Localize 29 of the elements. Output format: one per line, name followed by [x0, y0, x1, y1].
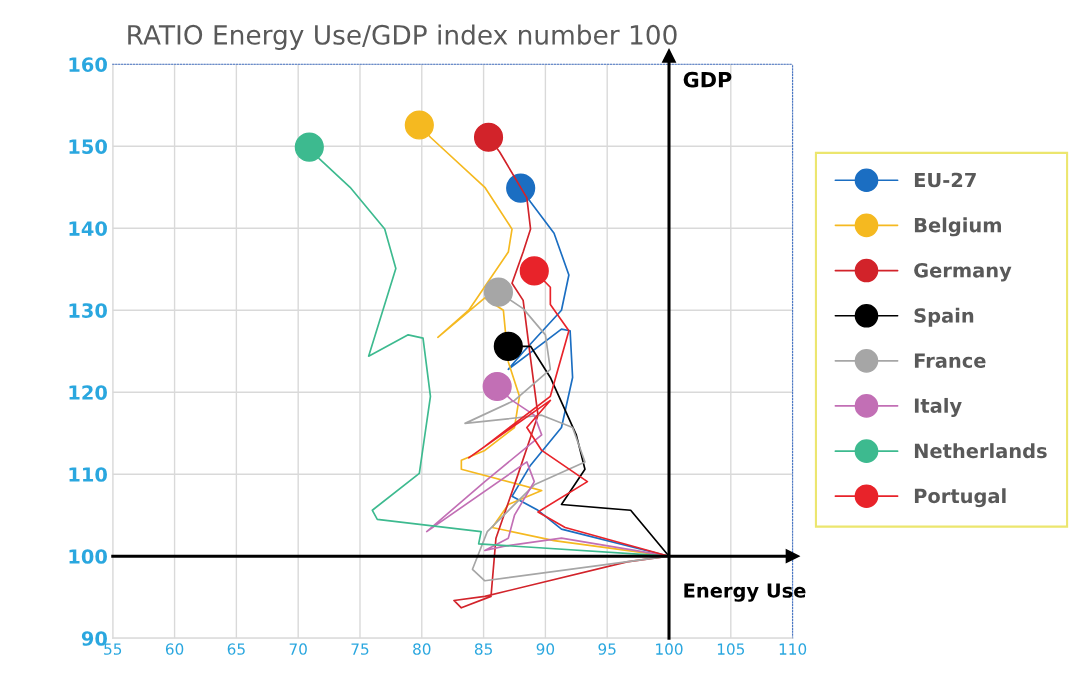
x-tick-label: 75: [351, 643, 369, 655]
y-tick-label: 150: [69, 139, 107, 154]
legend-label: France: [914, 353, 986, 368]
y-tick-label: 160: [69, 57, 107, 72]
y-tick-label: 110: [69, 467, 107, 482]
x-tick-label: 65: [227, 643, 245, 655]
x-tick-label: 90: [536, 643, 555, 655]
x-axis-title: Energy Use: [684, 583, 806, 602]
chart-title: RATIO Energy Use/GDP index number 100: [128, 24, 677, 50]
legend-label: Spain: [914, 307, 974, 327]
x-tick-label: 60: [165, 643, 184, 655]
x-tick-label: 85: [474, 643, 492, 655]
x-tick-label: 105: [717, 643, 745, 655]
x-tick-label: 70: [289, 643, 307, 655]
legend-label: Belgium: [914, 217, 1001, 237]
x-tick-label: 110: [779, 643, 807, 655]
legend-label: Portugal: [914, 488, 1006, 508]
x-tick-label: 80: [413, 643, 431, 655]
legend-label: Netherlands: [914, 443, 1047, 459]
legend-label: Italy: [914, 397, 962, 417]
legend-label: EU-27: [914, 172, 976, 188]
legend-label: Germany: [914, 262, 1012, 282]
y-tick-label: 130: [69, 303, 107, 318]
x-tick-label: 95: [598, 643, 616, 655]
y-tick-label: 140: [69, 221, 107, 236]
y-tick-label: 100: [69, 549, 107, 564]
x-tick-label: 100: [656, 643, 683, 655]
y-axis-title: GDP: [683, 71, 732, 88]
y-tick-label: 120: [69, 385, 107, 400]
